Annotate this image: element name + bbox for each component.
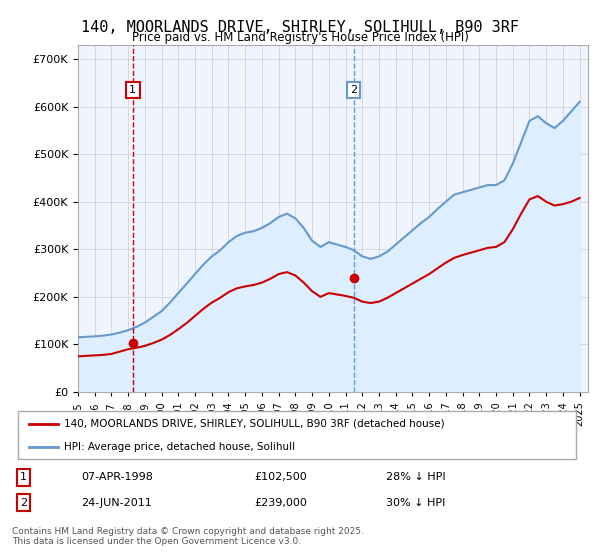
Text: Price paid vs. HM Land Registry's House Price Index (HPI): Price paid vs. HM Land Registry's House … xyxy=(131,31,469,44)
Text: £239,000: £239,000 xyxy=(254,498,307,507)
Text: HPI: Average price, detached house, Solihull: HPI: Average price, detached house, Soli… xyxy=(64,442,295,452)
Text: 140, MOORLANDS DRIVE, SHIRLEY, SOLIHULL, B90 3RF (detached house): 140, MOORLANDS DRIVE, SHIRLEY, SOLIHULL,… xyxy=(64,419,445,429)
Text: 2: 2 xyxy=(20,498,27,507)
Text: 28% ↓ HPI: 28% ↓ HPI xyxy=(386,473,446,482)
Text: 1: 1 xyxy=(20,473,27,482)
FancyBboxPatch shape xyxy=(18,412,577,459)
Text: 140, MOORLANDS DRIVE, SHIRLEY, SOLIHULL, B90 3RF: 140, MOORLANDS DRIVE, SHIRLEY, SOLIHULL,… xyxy=(81,20,519,35)
Text: 07-APR-1998: 07-APR-1998 xyxy=(81,473,153,482)
Text: 1: 1 xyxy=(129,85,136,95)
Text: Contains HM Land Registry data © Crown copyright and database right 2025.
This d: Contains HM Land Registry data © Crown c… xyxy=(12,526,364,546)
Text: 2: 2 xyxy=(350,85,357,95)
Text: £102,500: £102,500 xyxy=(254,473,307,482)
Text: 30% ↓ HPI: 30% ↓ HPI xyxy=(386,498,446,507)
Text: 24-JUN-2011: 24-JUN-2011 xyxy=(81,498,152,507)
